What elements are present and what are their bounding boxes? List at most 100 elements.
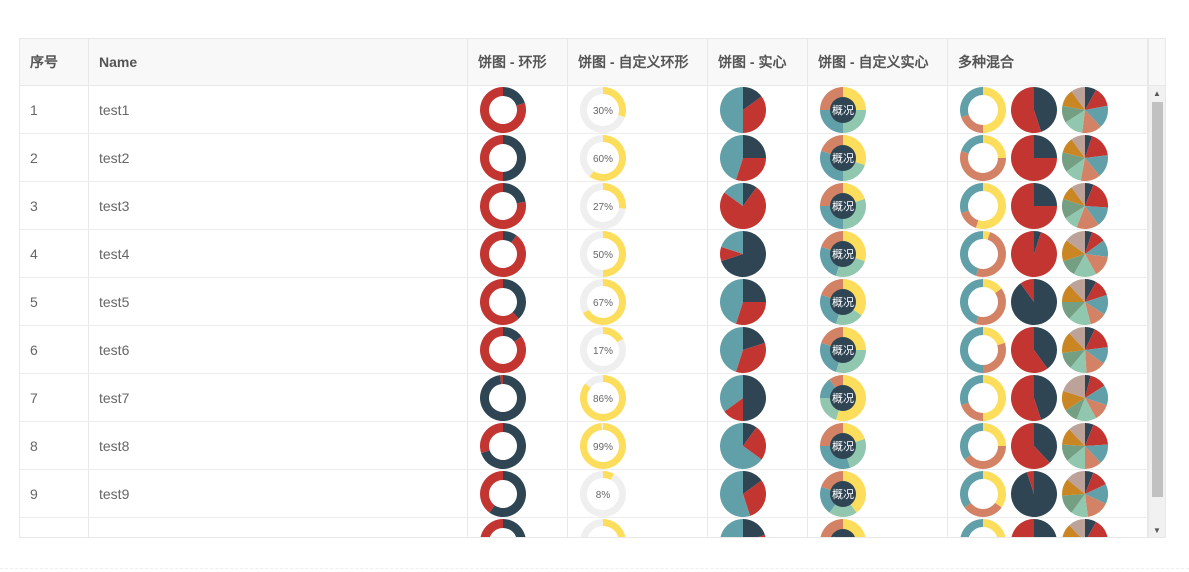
table-row[interactable]: 5 test5 67% 概况 — [20, 278, 1148, 326]
custom-donut-chart: 67% — [580, 278, 626, 325]
table-row[interactable]: 3 test3 27% 概况 — [20, 182, 1148, 230]
custom-donut-chart-slice — [580, 470, 626, 517]
donut-chart — [480, 374, 526, 421]
header-index[interactable]: 序号 — [20, 39, 89, 85]
mixed-multi-pie-chart-slice — [1085, 184, 1108, 207]
mixed-multi-pie-chart-slice — [1062, 105, 1085, 122]
mixed-pie-chart-slice — [1011, 230, 1057, 277]
mixed-multi-pie-chart-slice — [1082, 109, 1101, 133]
vertical-scrollbar[interactable]: ▲ ▼ — [1148, 86, 1165, 537]
donut-chart-slice — [503, 326, 522, 342]
table-row[interactable]: 8 test8 99% 概况 — [20, 422, 1148, 470]
donut-chart-slice — [480, 374, 526, 421]
mixed-multi-pie-chart-slice — [1062, 444, 1085, 461]
solid-pie-chart — [720, 86, 766, 133]
custom-donut-chart-label: 27% — [593, 202, 613, 213]
table-row[interactable]: 40% 概况 — [20, 518, 1148, 537]
mixed-multi-pie-chart-slice — [1062, 524, 1081, 537]
header-custom-donut[interactable]: 饼图 - 自定义环形 — [568, 39, 708, 85]
cell-custom-donut: 40% — [568, 518, 708, 537]
table-row[interactable]: 4 test4 50% 概况 — [20, 230, 1148, 278]
cell-mixed — [948, 374, 1148, 421]
custom-donut-chart-slice — [580, 422, 626, 469]
grid-body: 1 test1 30% 概况 2 test2 60% 概况 3 test3 27% 概况 4 test4 5… — [20, 86, 1148, 537]
mixed-ring-chart-slice — [961, 114, 983, 133]
mixed-multi-pie-chart-slice — [1070, 349, 1087, 373]
solid-pie-chart — [720, 230, 766, 277]
cell-donut — [468, 278, 568, 325]
custom-solid-pie-chart: 概况 — [820, 86, 866, 133]
solid-pie-chart — [720, 374, 766, 421]
donut-chart-slice — [503, 278, 526, 319]
donut-chart-slice — [503, 518, 526, 537]
mixed-pie-chart — [1011, 374, 1057, 421]
solid-pie-chart-slice — [756, 534, 766, 537]
mixed-multi-pie-chart — [1062, 134, 1108, 181]
mixed-ring-chart — [960, 230, 1006, 277]
donut-chart-slice — [503, 182, 526, 203]
donut-chart-slice — [480, 518, 503, 537]
mixed-pie-chart — [1011, 422, 1057, 469]
custom-solid-pie-chart: 概况 — [820, 518, 866, 537]
mixed-ring-chart — [960, 182, 1006, 229]
mixed-pie-chart-slice — [1011, 422, 1050, 469]
mixed-ring-chart-slice — [960, 374, 983, 405]
cell-index: 7 — [20, 374, 89, 421]
donut-chart — [480, 422, 526, 469]
cell-solid-pie — [708, 422, 808, 469]
mixed-multi-pie-chart-slice — [1062, 493, 1085, 513]
header-solid-pie[interactable]: 饼图 - 实心 — [708, 39, 808, 85]
mixed-ring-chart-slice — [961, 210, 979, 228]
mixed-multi-pie-chart-slice — [1062, 390, 1085, 410]
scrollbar-thumb[interactable] — [1152, 102, 1163, 497]
mixed-ring-chart-slice — [964, 445, 1006, 469]
triangle-down-icon[interactable]: ▼ — [1153, 525, 1161, 535]
custom-donut-chart: 50% — [580, 230, 626, 277]
cell-index: 8 — [20, 422, 89, 469]
solid-pie-chart-slice — [743, 95, 766, 133]
triangle-up-icon[interactable]: ▲ — [1153, 88, 1161, 98]
cell-index: 1 — [20, 86, 89, 133]
table-row[interactable]: 9 test9 8% 概况 — [20, 470, 1148, 518]
mixed-pie-chart-slice — [1034, 422, 1057, 463]
header-name[interactable]: Name — [89, 39, 468, 85]
mixed-ring-chart-slice — [960, 422, 983, 460]
cell-mixed — [948, 278, 1148, 325]
custom-donut-chart-slice — [580, 278, 603, 313]
table-row[interactable]: 6 test6 17% 概况 — [20, 326, 1148, 374]
mixed-multi-pie-chart-slice — [1062, 90, 1085, 110]
mixed-ring-chart — [960, 470, 1006, 517]
custom-solid-pie-chart-label: 概况 — [832, 200, 854, 213]
mixed-multi-pie-chart-slice — [1069, 278, 1085, 302]
mixed-multi-pie-chart-slice — [1085, 375, 1105, 398]
solid-pie-chart-slice — [720, 134, 743, 180]
donut-chart-slice — [500, 374, 503, 384]
mixed-multi-pie-chart-slice — [1085, 134, 1093, 158]
custom-donut-chart: 30% — [580, 86, 626, 133]
mixed-ring-chart-slice — [961, 402, 983, 421]
custom-donut-chart-label: 50% — [593, 250, 613, 261]
mixed-pie-chart — [1011, 326, 1057, 373]
solid-pie-chart-slice — [743, 422, 757, 446]
cell-mixed — [948, 182, 1148, 229]
mixed-ring-chart-slice — [983, 326, 1005, 345]
cell-custom-solid-pie: 概况 — [808, 134, 948, 181]
cell-index: 5 — [20, 278, 89, 325]
mixed-pie-chart — [1011, 518, 1057, 537]
custom-donut-chart: 8% — [580, 470, 626, 517]
solid-pie-chart-slice — [735, 301, 766, 325]
table-row[interactable]: 1 test1 30% 概况 — [20, 86, 1148, 134]
custom-donut-chart-label: 67% — [593, 298, 613, 309]
table-row[interactable]: 7 test7 86% 概况 — [20, 374, 1148, 422]
donut-chart-slice — [503, 86, 525, 106]
cell-custom-solid-pie: 概况 — [808, 326, 948, 373]
mixed-multi-pie-chart-slice — [1085, 239, 1108, 257]
header-custom-solid-pie[interactable]: 饼图 - 自定义实心 — [808, 39, 948, 85]
table-row[interactable]: 2 test2 60% 概况 — [20, 134, 1148, 182]
custom-donut-chart-slice — [603, 518, 626, 537]
cell-name: test3 — [89, 182, 468, 229]
solid-pie-chart — [720, 278, 766, 325]
header-mixed[interactable]: 多种混合 — [948, 39, 1148, 85]
header-donut[interactable]: 饼图 - 环形 — [468, 39, 568, 85]
solid-pie-chart-slice — [720, 518, 743, 537]
